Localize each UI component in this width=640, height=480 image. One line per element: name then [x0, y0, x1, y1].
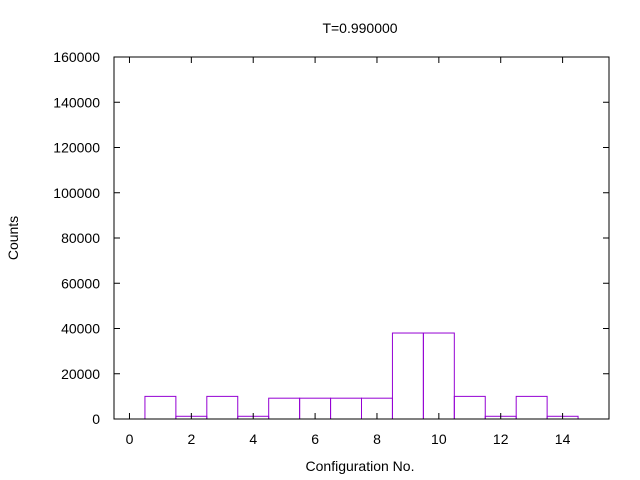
bar-7 [330, 397, 362, 420]
bar-5 [268, 397, 301, 420]
y-tick-label-0: 0 [92, 411, 100, 427]
x-tick-label-12: 12 [493, 431, 509, 447]
x-tick-label-4: 4 [249, 431, 257, 447]
plot-frame [113, 56, 610, 420]
bar-3 [206, 395, 239, 420]
bars-layer [144, 332, 579, 420]
bar-10 [422, 332, 455, 420]
x-tick-label-0: 0 [126, 431, 134, 447]
bar-11 [453, 395, 486, 420]
y-tick-label-160000: 160000 [53, 49, 100, 65]
x-tick-label-6: 6 [311, 431, 319, 447]
x-axis-label: Configuration No. [306, 458, 415, 474]
bar-13 [515, 395, 548, 420]
y-tick-label-120000: 120000 [53, 140, 100, 156]
y-tick-label-140000: 140000 [53, 94, 100, 110]
chart-title: T=0.990000 [322, 20, 397, 36]
y-tick-label-60000: 60000 [61, 275, 100, 291]
y-tick-label-100000: 100000 [53, 185, 100, 201]
y-tick-label-40000: 40000 [61, 321, 100, 337]
y-tick-label-20000: 20000 [61, 366, 100, 382]
y-axis-label: Counts [5, 216, 21, 260]
ticks-layer: 0 2 4 6 8 10 12 14 0 20000 40000 60000 80000 100000 12… [53, 49, 609, 447]
x-tick-label-14: 14 [555, 431, 571, 447]
bar-1 [144, 395, 177, 420]
x-tick-label-2: 2 [187, 431, 195, 447]
y-tick-label-80000: 80000 [61, 230, 100, 246]
bar-9 [391, 332, 424, 420]
x-tick-label-8: 8 [373, 431, 381, 447]
x-tick-label-10: 10 [431, 431, 447, 447]
